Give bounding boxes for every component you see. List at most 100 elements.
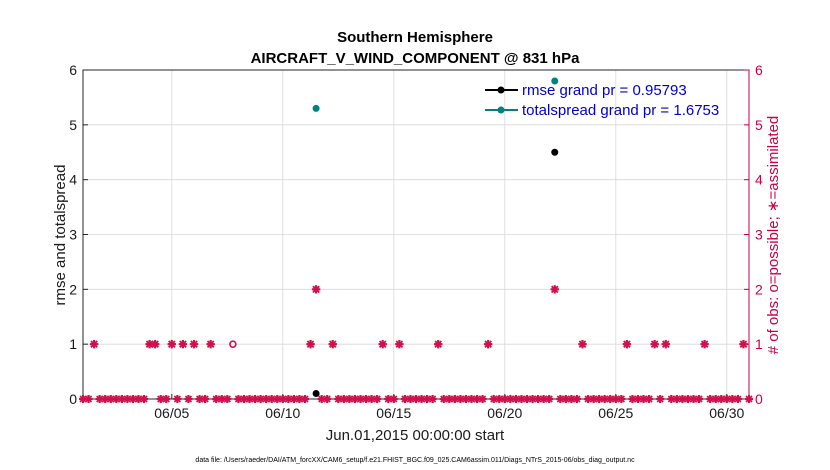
- obs-assimilated-marker: [622, 339, 632, 349]
- obs-zero-marker: [556, 395, 565, 403]
- y-ticks-left: 0 1 2 3 4 5 6: [69, 62, 88, 407]
- data-marks: [89, 77, 748, 398]
- obs-assimilated-marker: [550, 285, 559, 294]
- obs-zero-marker: [400, 395, 409, 403]
- y-tick-label-right: 2: [755, 281, 763, 297]
- obs-zero-marker: [184, 395, 193, 403]
- obs-zero-marker: [223, 395, 232, 403]
- x-tick-label: 06/20: [487, 405, 522, 421]
- obs-zero-marker: [323, 395, 332, 403]
- obs-zero-marker: [611, 395, 620, 403]
- y-tick-label: 1: [69, 336, 77, 352]
- obs-possible-marker: [229, 340, 237, 348]
- x-tick-label: 06/05: [154, 405, 189, 421]
- y-axis-label: rmse and totalspread: [52, 165, 69, 306]
- y-tick-label: 4: [69, 172, 77, 188]
- legend-rmse-label: rmse grand pr = 0.95793: [522, 82, 687, 99]
- legend-totalspread-marker: [497, 106, 505, 114]
- y-tick-label-right: 1: [755, 336, 763, 352]
- obs-assimilated-marker: [167, 339, 176, 349]
- obs-zero-marker: [656, 395, 665, 403]
- obs-zero-marker: [745, 395, 753, 403]
- obs-zero-marker: [428, 395, 437, 403]
- chart-title: Southern Hemisphere: [337, 29, 493, 46]
- obs-zero-marker: [134, 395, 143, 403]
- y-tick-label: 0: [69, 391, 77, 407]
- obs-assimilated-marker: [650, 339, 659, 349]
- x-tick-label: 06/10: [265, 405, 300, 421]
- x-ticks: 06/05 06/10 06/15 06/20 06/25 06/30: [154, 394, 745, 421]
- y-axis-label-right: # of obs: o=possible; ∗=assimilated: [765, 116, 782, 355]
- obs-zero-marker: [384, 395, 393, 403]
- obs-zero-marker: [545, 395, 554, 403]
- obs-zero-marker: [389, 395, 398, 403]
- rmse-point: [312, 390, 320, 398]
- legend-rmse-marker: [497, 86, 505, 94]
- obs-assimilated-marker: [395, 339, 404, 349]
- y-tick-label: 6: [69, 62, 77, 78]
- obs-assimilated-marker: [328, 339, 337, 349]
- y-tick-label-right: 4: [755, 172, 763, 188]
- obs-assimilated-marker: [378, 339, 387, 349]
- obs-zero-marker: [140, 395, 149, 403]
- obs-zero-marker: [461, 395, 470, 403]
- y-tick-label-right: 6: [755, 62, 763, 78]
- obs-zero-marker: [572, 395, 581, 403]
- y-tick-label-right: 5: [755, 117, 763, 133]
- obs-zero-marker: [201, 395, 210, 403]
- obs-zero-marker: [79, 395, 87, 403]
- obs-assimilated-marker: [178, 339, 188, 349]
- zero-obs-row: [79, 395, 753, 403]
- grid-lines: [83, 70, 749, 399]
- obs-zero-marker: [695, 395, 704, 403]
- obs-zero-marker: [362, 395, 371, 403]
- obs-zero-marker: [289, 395, 298, 403]
- rmse-point: [551, 148, 559, 156]
- chart-subtitle: AIRCRAFT_V_WIND_COMPONENT @ 831 hPa: [251, 50, 581, 67]
- obs-zero-marker: [733, 395, 742, 403]
- y-tick-label: 2: [69, 281, 77, 297]
- y-tick-label-right: 3: [755, 227, 763, 243]
- x-tick-label: 06/30: [709, 405, 744, 421]
- obs-assimilated-marker: [89, 339, 99, 349]
- totalspread-point: [551, 77, 559, 85]
- obs-zero-marker: [672, 395, 681, 403]
- x-axis-label: Jun.01,2015 00:00:00 start: [326, 427, 505, 444]
- obs-zero-marker: [728, 395, 737, 403]
- x-tick-label: 06/25: [598, 405, 633, 421]
- y-tick-label-right: 0: [755, 391, 763, 407]
- obs-zero-marker: [667, 395, 676, 403]
- obs-assimilated-marker: [306, 339, 315, 349]
- totalspread-point: [312, 104, 320, 112]
- obs-zero-marker: [711, 395, 720, 403]
- x-tick-label: 06/15: [376, 405, 411, 421]
- obs-zero-marker: [350, 395, 359, 403]
- y-tick-label: 3: [69, 227, 77, 243]
- obs-assimilated-marker: [661, 339, 670, 349]
- obs-zero-marker: [373, 395, 382, 403]
- obs-zero-marker: [500, 395, 509, 403]
- obs-assimilated-marker: [483, 339, 493, 349]
- obs-assimilated-marker: [206, 339, 215, 349]
- y-tick-label: 5: [69, 117, 77, 133]
- obs-zero-marker: [162, 395, 171, 403]
- obs-zero-marker: [301, 395, 309, 403]
- obs-zero-marker: [600, 395, 609, 403]
- obs-assimilated-marker: [311, 285, 321, 294]
- legend: rmse grand pr = 0.95793 totalspread gran…: [485, 82, 719, 119]
- y-ticks-right: 0 1 2 3 4 5 6: [744, 62, 763, 407]
- obs-zero-marker: [84, 395, 93, 403]
- legend-totalspread-label: totalspread grand pr = 1.6753: [522, 102, 719, 119]
- obs-assimilated-marker: [150, 339, 160, 349]
- obs-assimilated-marker: [700, 339, 709, 349]
- obs-zero-marker: [128, 395, 137, 403]
- obs-zero-marker: [173, 395, 182, 403]
- obs-assimilated-marker: [434, 339, 443, 349]
- obs-zero-marker: [439, 395, 448, 403]
- obs-zero-marker: [617, 395, 626, 403]
- obs-assimilated-marker: [189, 339, 199, 349]
- obs-zero-marker: [645, 395, 654, 403]
- obs-zero-marker: [412, 395, 420, 403]
- data-file-footer: data file: /Users/raeder/DAI/ATM_forcXX/…: [195, 457, 635, 464]
